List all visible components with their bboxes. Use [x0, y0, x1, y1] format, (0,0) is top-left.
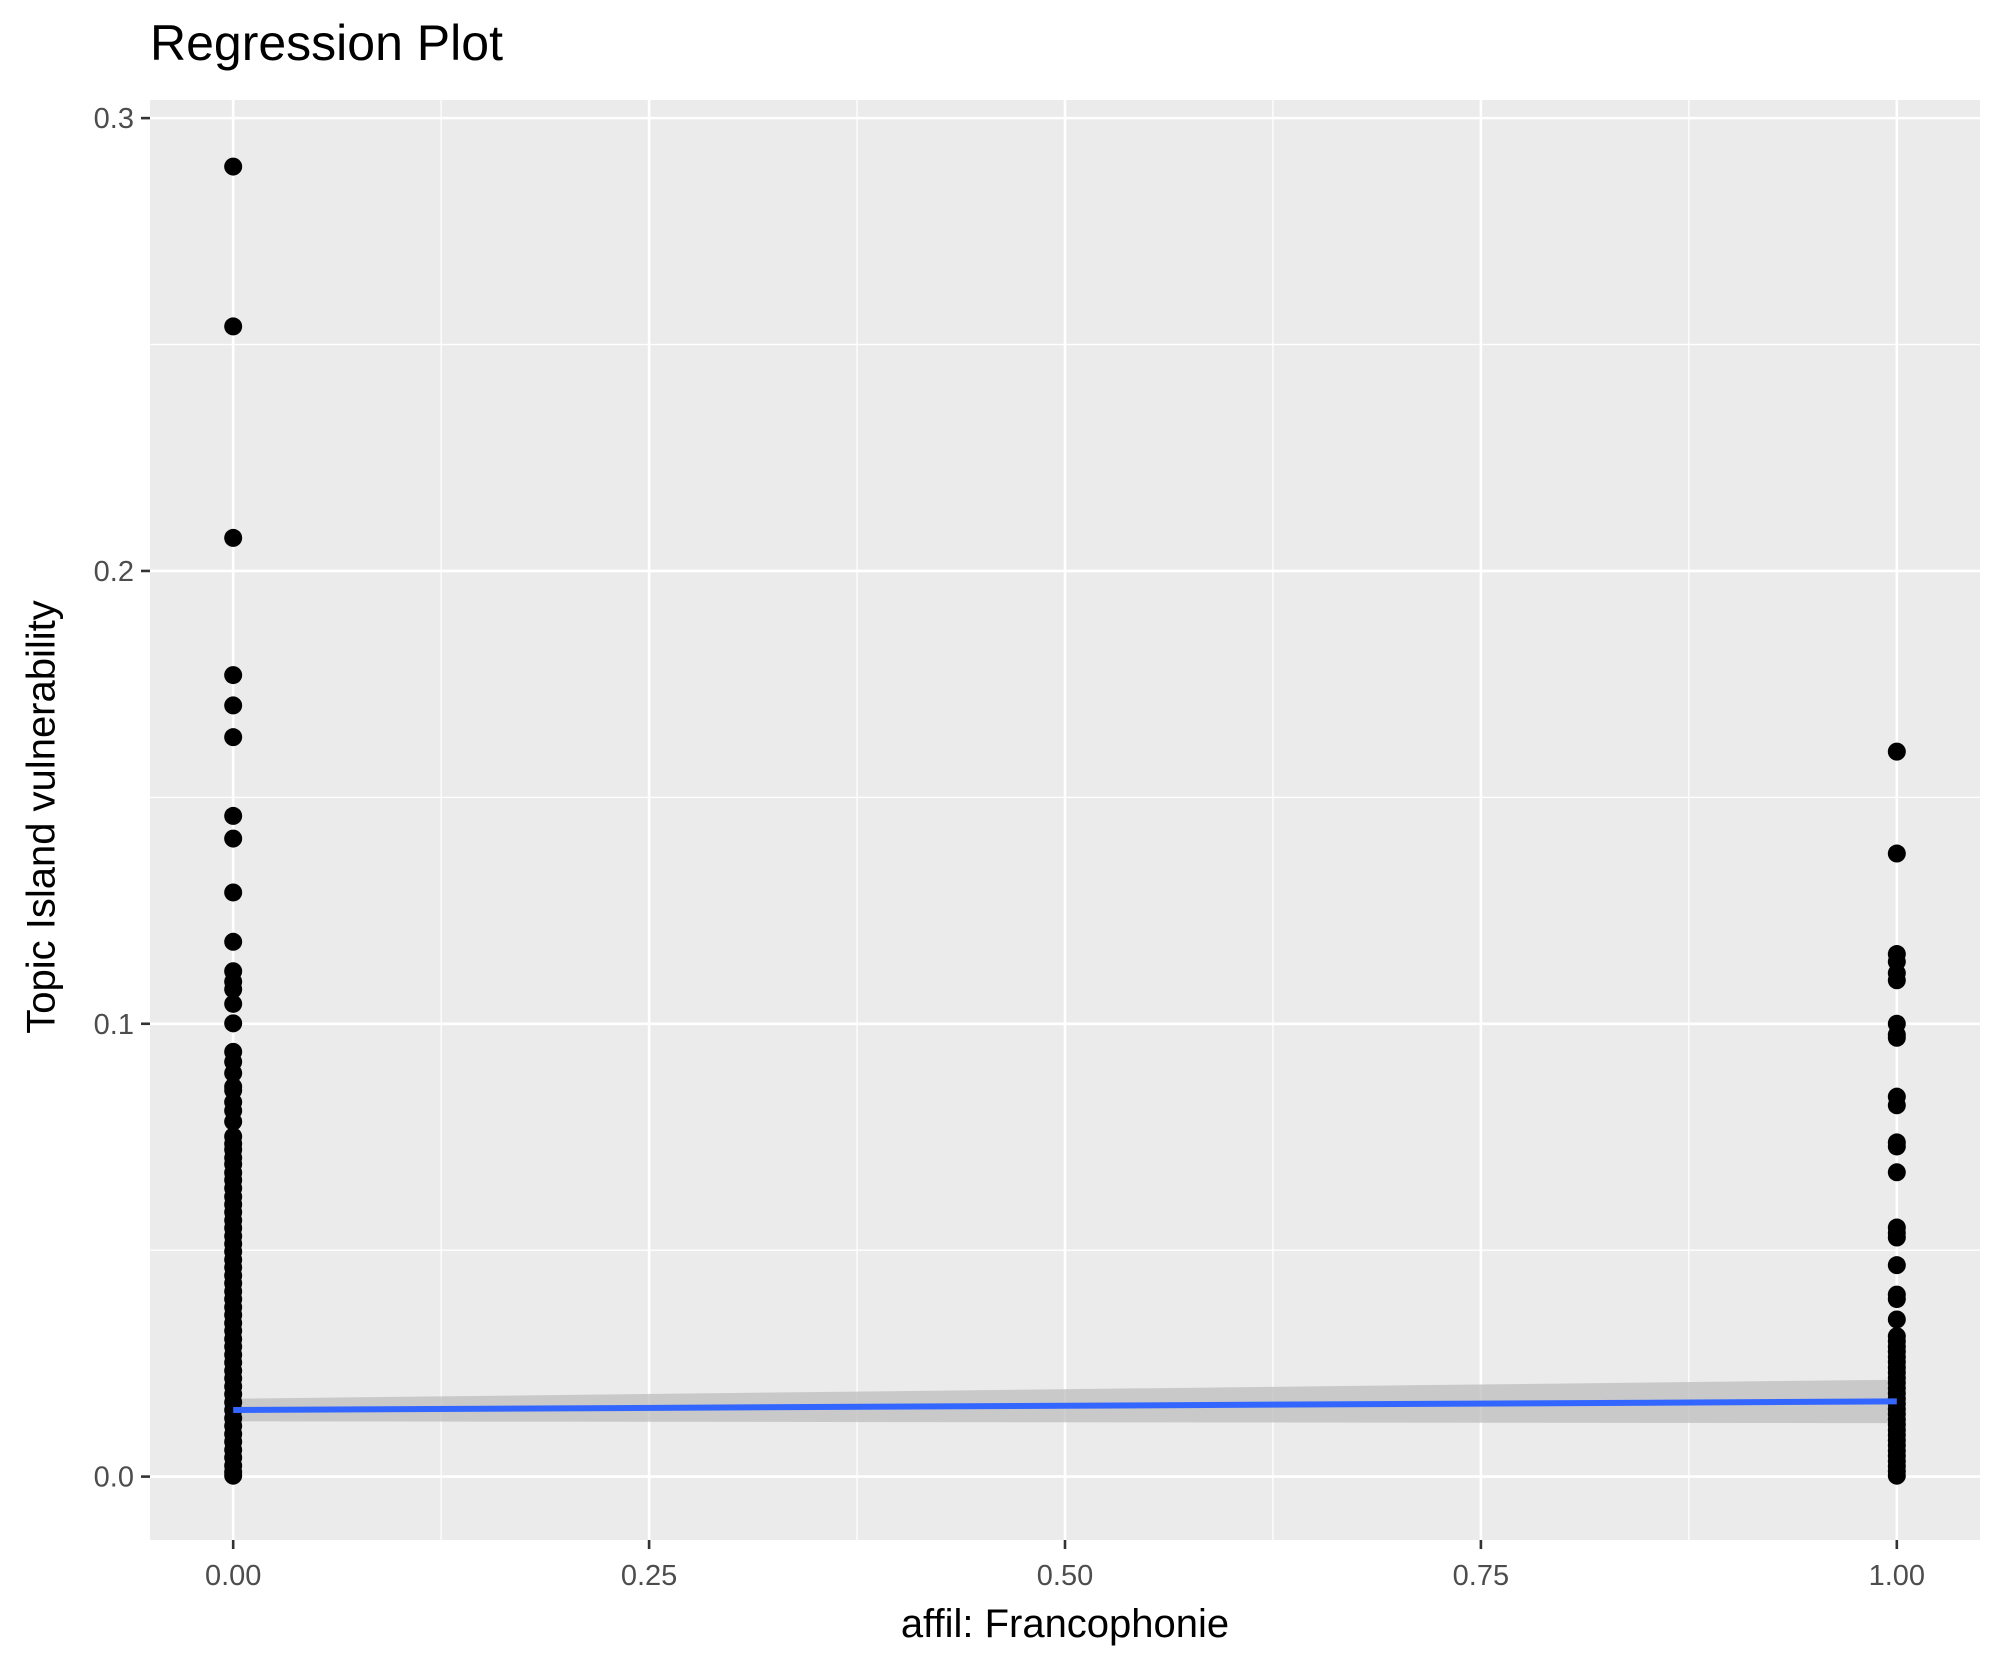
data-point [224, 1112, 243, 1131]
data-point [1887, 1466, 1906, 1485]
data-point [224, 1466, 243, 1485]
data-point [224, 829, 243, 848]
y-axis: 0.0 0.1 0.2 0.3 [94, 103, 150, 1494]
data-point [1887, 1137, 1906, 1156]
data-point [224, 1064, 243, 1083]
chart-title: Regression Plot [150, 15, 503, 71]
data-point [224, 728, 243, 747]
data-point [1887, 1310, 1906, 1329]
x-tick-label: 0.00 [205, 1560, 261, 1592]
data-point [224, 883, 243, 902]
x-tick-label: 1.00 [1869, 1560, 1925, 1592]
regression-line [233, 1398, 1897, 1414]
y-tick-label: 0.0 [94, 1462, 134, 1494]
data-point [1887, 1228, 1906, 1247]
x-tick-label: 0.75 [1453, 1560, 1509, 1592]
data-point [1887, 1096, 1906, 1115]
x-axis-title: affil: Francophonie [900, 1602, 1230, 1646]
regression-line-layer [233, 1398, 1897, 1414]
y-tick-label: 0.2 [94, 556, 134, 588]
data-point [224, 1014, 243, 1033]
x-axis: 0.00 0.25 0.50 0.75 1.00 [205, 1540, 1925, 1592]
data-point [224, 157, 243, 176]
data-point [224, 806, 243, 825]
x-tick-label: 0.50 [1037, 1560, 1093, 1592]
confidence-band [233, 1379, 1897, 1424]
data-point [1887, 742, 1906, 761]
data-point [224, 980, 243, 999]
y-tick-label: 0.1 [94, 1009, 134, 1041]
data-point [1887, 1256, 1906, 1275]
data-point [224, 666, 243, 685]
data-point [1887, 1290, 1906, 1309]
data-point [224, 696, 243, 715]
data-point [224, 528, 243, 547]
data-point [224, 932, 243, 951]
data-point [224, 994, 243, 1013]
data-point [1887, 1028, 1906, 1047]
data-point [1887, 844, 1906, 863]
data-point [224, 317, 243, 336]
data-point [1887, 1163, 1906, 1182]
confidence-band-layer [233, 1379, 1897, 1424]
data-point [1887, 971, 1906, 990]
y-tick-label: 0.3 [94, 103, 134, 135]
x-tick-label: 0.25 [621, 1560, 677, 1592]
